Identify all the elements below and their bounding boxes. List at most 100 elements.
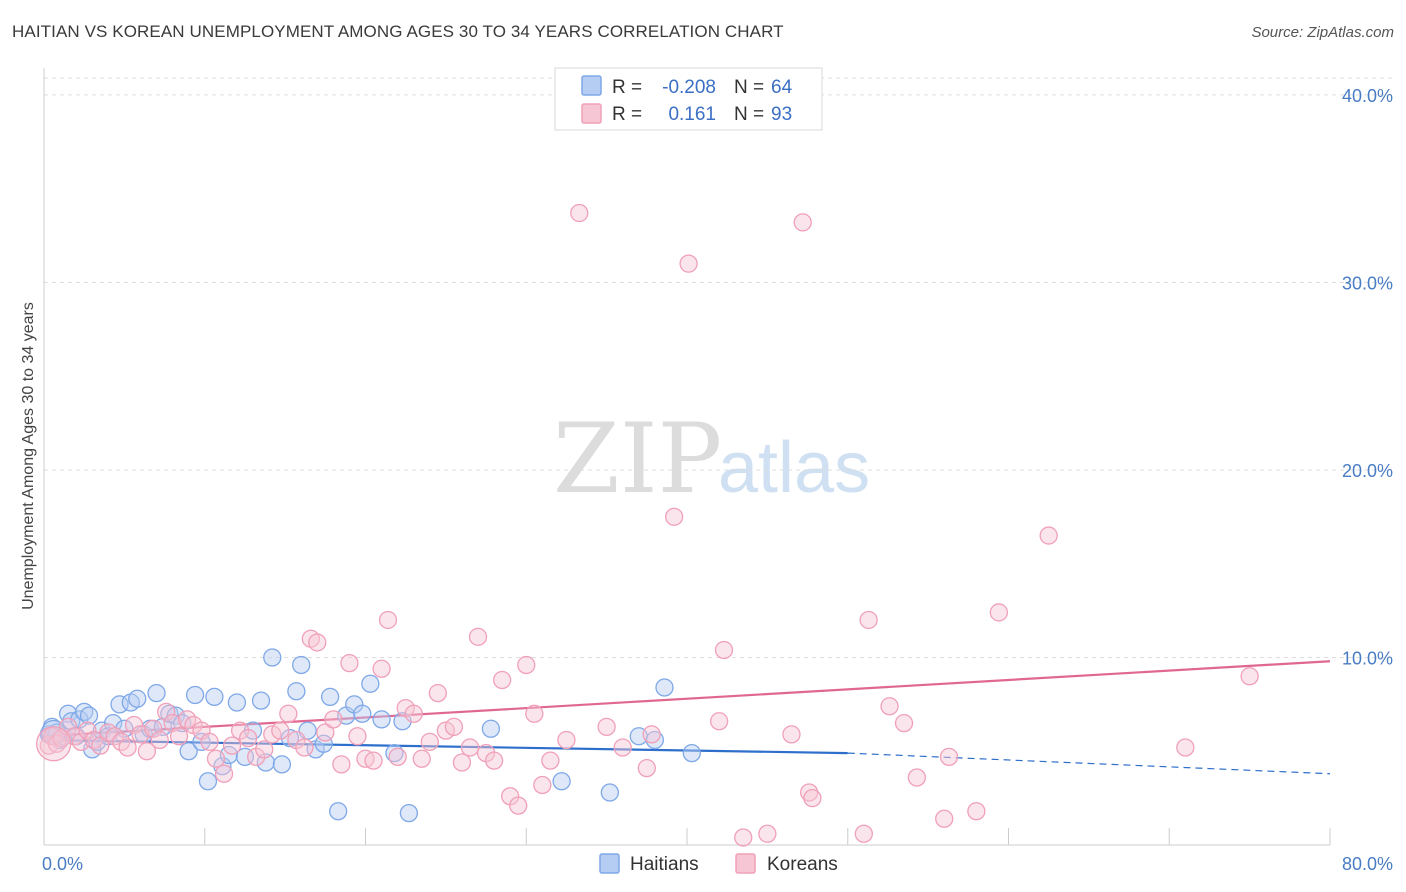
koreans-point-79 (734, 828, 753, 847)
koreans-point-94 (1039, 526, 1058, 545)
koreans-point-76 (679, 254, 698, 273)
koreans-point-43 (340, 653, 359, 673)
koreans-point-32 (255, 740, 274, 759)
koreans-point-7 (78, 721, 97, 740)
koreans-point-49 (388, 747, 407, 767)
koreans-point-66 (525, 704, 544, 723)
koreans-point-25 (200, 732, 219, 752)
haitians-point-58 (552, 772, 571, 791)
haitians-point-10 (79, 706, 99, 725)
stats-n-value-haitians: 64 (771, 77, 793, 98)
koreans-point-75 (664, 507, 684, 526)
koreans-point-51 (404, 704, 423, 723)
y-tick-label-10: 10.0% (1342, 648, 1393, 668)
points-koreans (35, 203, 1259, 847)
koreans-point-62 (492, 670, 512, 690)
stats-legend: R = -0.208 N = 64 R = 0.161 N = 93 (554, 67, 823, 131)
koreans-point-77 (710, 712, 729, 731)
koreans-point-61 (484, 751, 504, 770)
koreans-point-47 (372, 659, 391, 678)
trendline-haitians-extension (847, 752, 1331, 775)
koreans-point-84 (803, 788, 822, 808)
haitians-point-15 (103, 713, 123, 733)
koreans-point-78 (714, 640, 734, 660)
koreans-point-46 (364, 751, 383, 770)
haitians-point-16 (110, 695, 129, 714)
koreans-point-74 (642, 725, 661, 744)
haitians-point-61 (645, 730, 664, 750)
haitians-point-57 (481, 719, 501, 738)
haitians-point-38 (256, 753, 275, 772)
koreans-point-27 (214, 764, 234, 783)
koreans-point-41 (324, 710, 343, 729)
koreans-point-48 (378, 610, 398, 630)
y-tick-label-30: 30.0% (1342, 273, 1393, 293)
koreans-point-64 (509, 796, 528, 815)
koreans-point-83 (800, 783, 819, 802)
x-tick-label-80: 80.0% (1342, 854, 1393, 874)
haitians-point-27 (179, 742, 198, 761)
haitians-point-22 (147, 683, 166, 703)
haitians-point-43 (292, 655, 311, 675)
stats-n-label-haitians: N = (734, 77, 764, 98)
koreans-point-73 (637, 758, 656, 778)
koreans-point-34 (271, 721, 290, 740)
koreans-point-72 (613, 738, 632, 757)
haitians-point-48 (329, 802, 348, 821)
haitians-point-28 (185, 685, 205, 705)
koreans-point-85 (854, 824, 873, 843)
tick-labels: 10.0% 20.0% 30.0% 40.0% 0.0% 80.0% (42, 86, 1393, 874)
koreans-point-35 (279, 704, 298, 723)
koreans-point-91 (939, 747, 959, 767)
y-tick-label-20: 20.0% (1342, 461, 1393, 481)
koreans-point-53 (420, 732, 439, 752)
koreans-point-81 (782, 725, 801, 744)
koreans-point-95 (1176, 738, 1195, 757)
koreans-point-39 (308, 633, 327, 652)
koreans-point-16 (137, 742, 157, 761)
koreans-point-87 (880, 697, 899, 716)
koreans-point-40 (316, 723, 335, 742)
koreans-point-71 (597, 717, 616, 737)
haitians-point-52 (361, 674, 380, 693)
koreans-point-18 (150, 730, 169, 750)
koreans-point-14 (124, 715, 144, 735)
haitians-point-41 (280, 728, 300, 748)
koreans-point-37 (295, 738, 314, 757)
koreans-point-42 (332, 755, 351, 774)
legend-swatch-koreans (735, 853, 756, 874)
legend-swatch-haitians (599, 853, 620, 874)
legend-label-koreans: Koreans (767, 854, 838, 875)
haitians-point-53 (372, 710, 391, 729)
koreans-point-56 (444, 717, 464, 737)
koreans-point-89 (907, 768, 927, 787)
koreans-point-17 (144, 719, 163, 738)
koreans-point-57 (452, 753, 472, 772)
haitians-point-51 (353, 704, 372, 723)
haitians-point-39 (263, 648, 282, 667)
stats-r-value-koreans: 0.161 (668, 104, 716, 125)
haitians-point-42 (287, 682, 306, 701)
koreans-point-90 (935, 809, 954, 828)
koreans-point-59 (468, 627, 488, 646)
chart-source: Source: ZipAtlas.com (1251, 24, 1394, 41)
koreans-point-21 (169, 727, 189, 746)
haitians-point-40 (272, 755, 292, 774)
koreans-point-93 (989, 603, 1009, 622)
koreans-point-82 (793, 213, 812, 232)
haitians-point-19 (128, 689, 147, 708)
haitians-point-47 (320, 687, 340, 707)
haitians-point-30 (198, 772, 218, 791)
koreans-point-52 (412, 749, 431, 768)
watermark-atlas: atlas (718, 428, 870, 508)
haitians-point-59 (600, 783, 619, 802)
haitians-point-37 (251, 691, 271, 710)
axes (43, 68, 1331, 846)
haitians-point-32 (213, 757, 232, 776)
bottom-legend: Haitians Koreans (599, 853, 838, 875)
haitians-point-56 (399, 803, 419, 823)
haitians-point-34 (227, 693, 247, 712)
koreans-point-30 (239, 728, 258, 748)
koreans-point-96 (1240, 667, 1259, 686)
